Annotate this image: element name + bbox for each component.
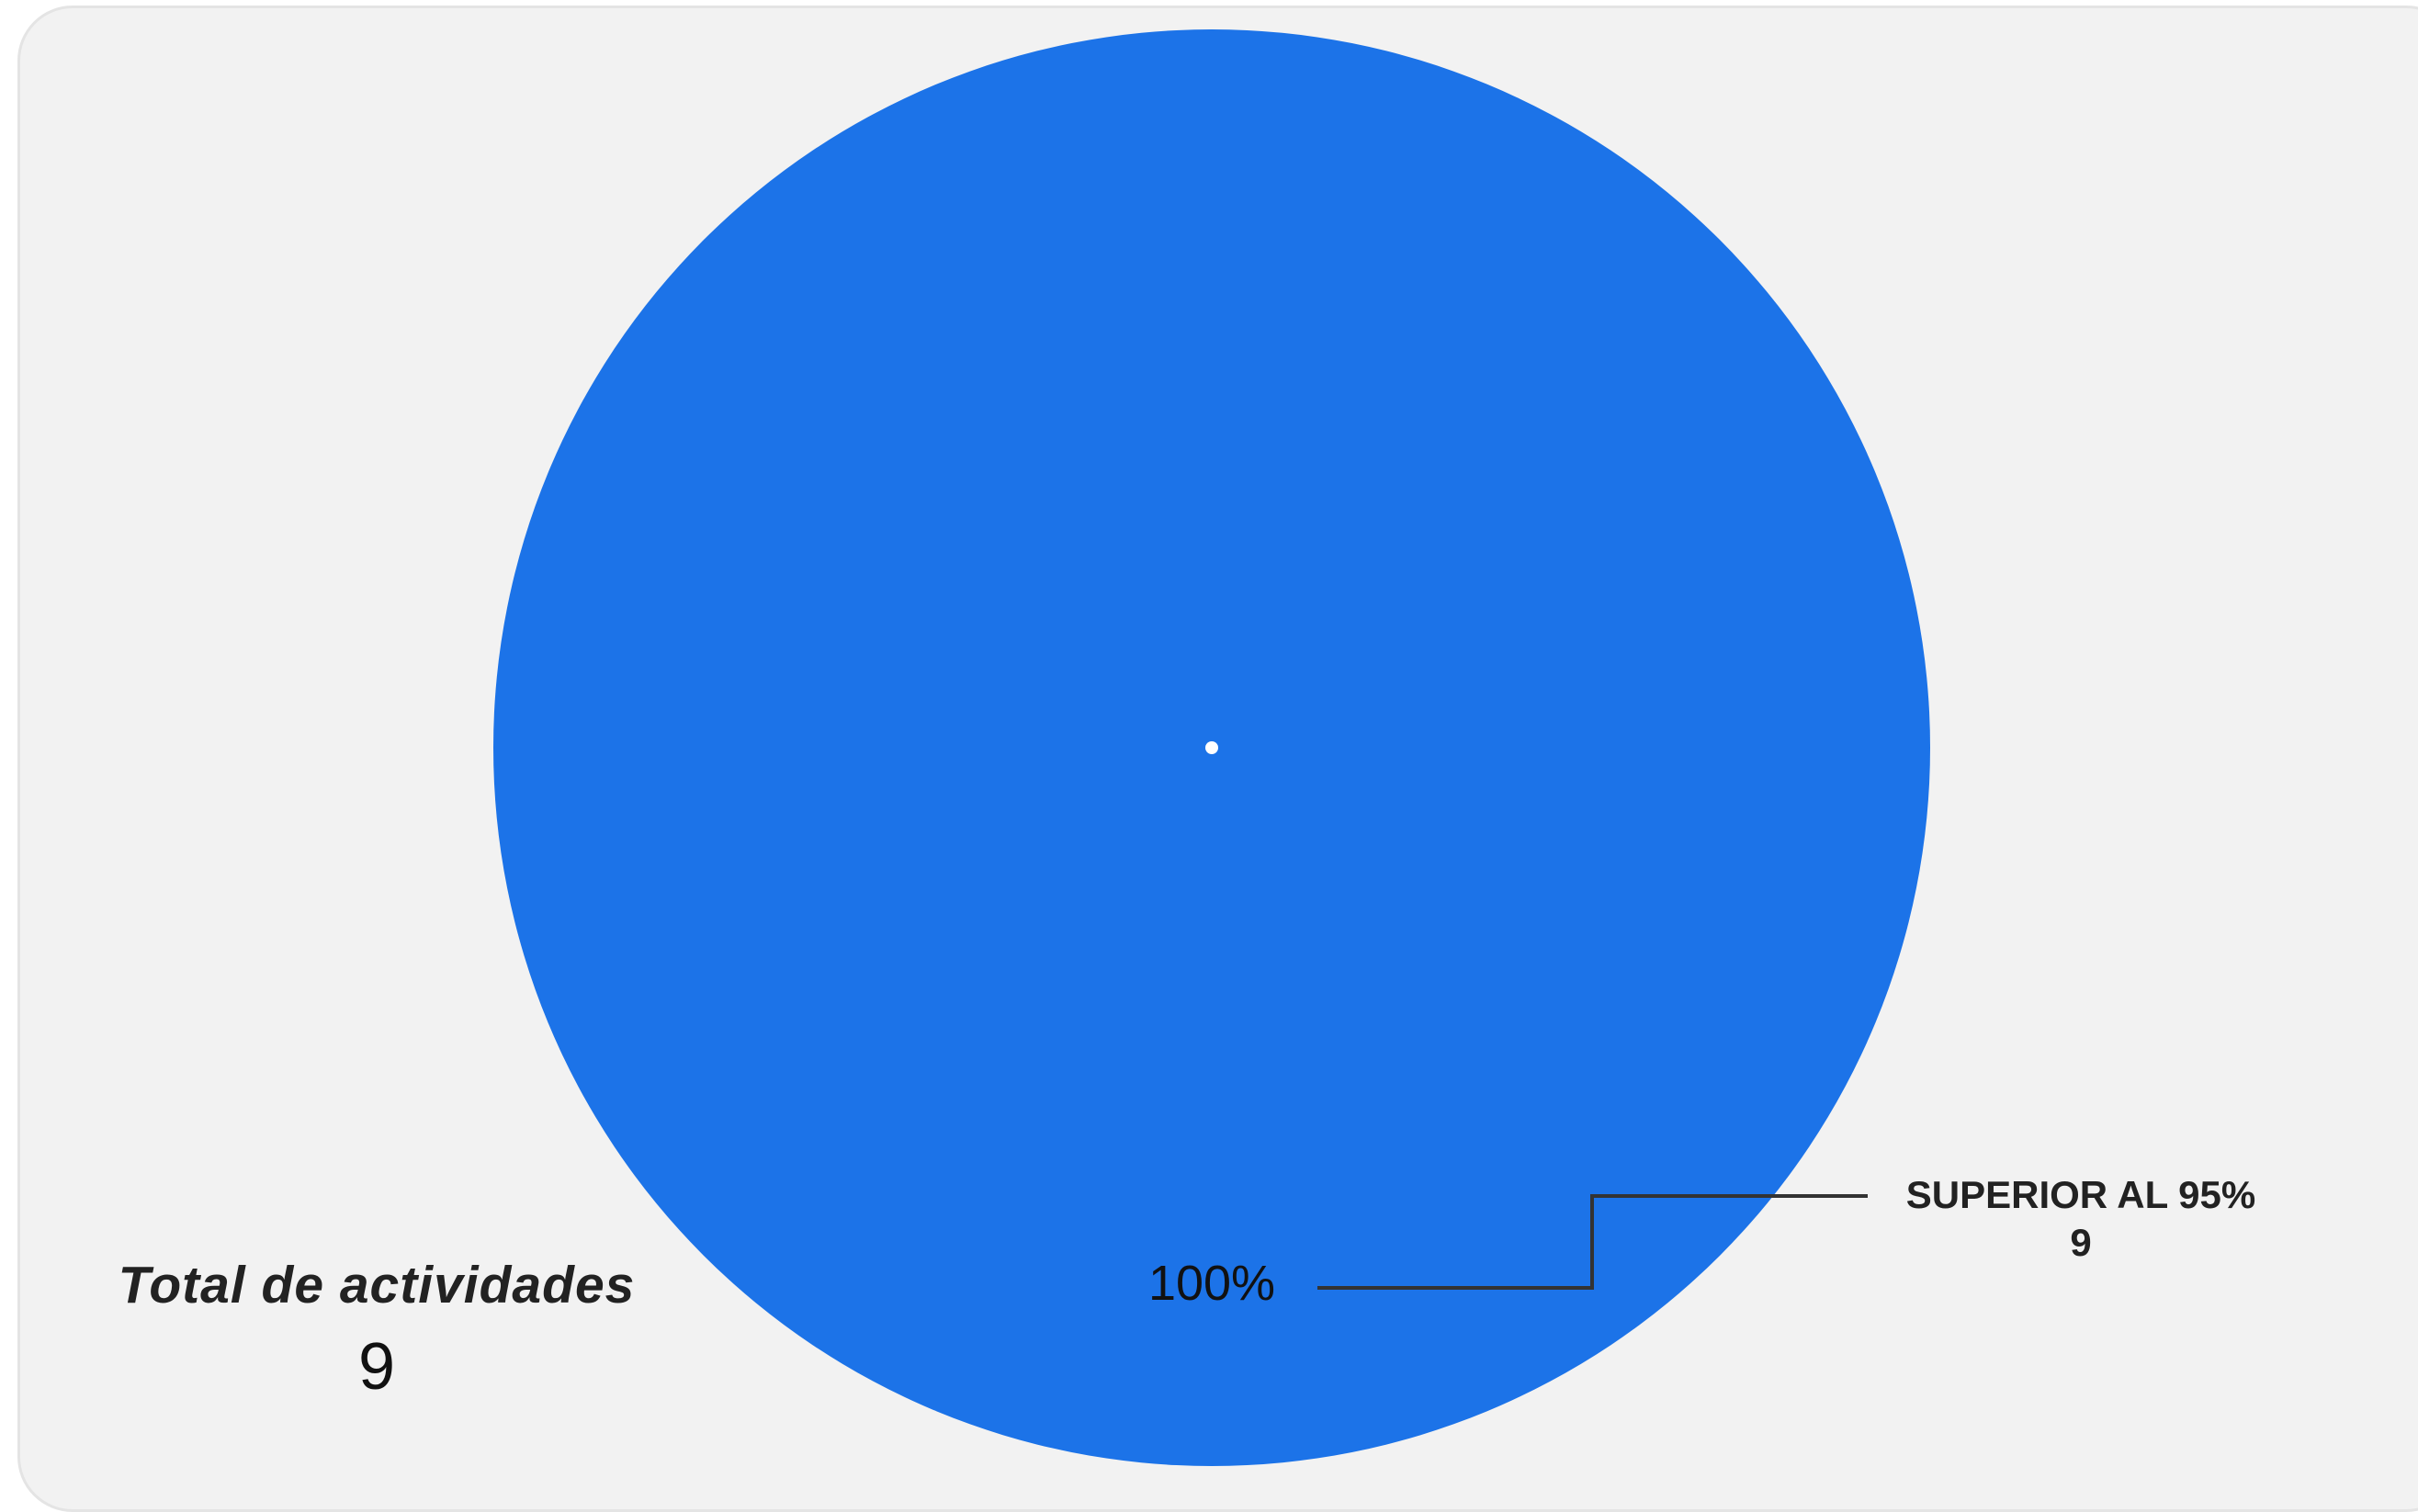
- total-activities-value: 9: [357, 1330, 396, 1405]
- pie-center-dot: [1205, 741, 1218, 754]
- total-activities-title: Total de actividades: [118, 1256, 636, 1315]
- pie-chart: 100% SUPERIOR AL 95% 9: [493, 29, 2255, 1466]
- slice-percent-label: 100%: [1148, 1256, 1275, 1311]
- legend-value: 9: [2070, 1221, 2091, 1264]
- leader-line: [1317, 1194, 1868, 1290]
- legend-label: SUPERIOR AL 95%: [1906, 1173, 2255, 1216]
- total-activities-block: Total de actividades 9: [92, 1254, 661, 1405]
